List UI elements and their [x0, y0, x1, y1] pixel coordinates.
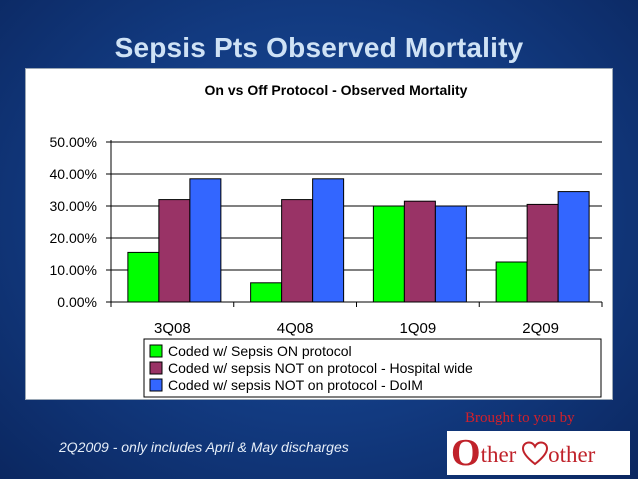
legend-label: Coded w/ Sepsis ON protocol [168, 343, 352, 359]
bars [128, 179, 589, 302]
other-mother-logo: Other other [447, 431, 630, 475]
x-tick-label: 3Q08 [154, 320, 191, 337]
chart-title: On vs Off Protocol - Observed Mortality [205, 82, 468, 98]
chart-panel: On vs Off Protocol - Observed Mortality … [25, 68, 613, 400]
y-tick-label: 0.00% [57, 294, 97, 310]
bar-1-4Q08 [251, 283, 282, 302]
bar-1-2Q09 [496, 262, 527, 302]
footnote: 2Q2009 - only includes April & May disch… [59, 439, 349, 455]
brought-by-text: Brought to you by [465, 410, 575, 427]
bar-chart: On vs Off Protocol - Observed Mortality … [26, 69, 612, 399]
bar-3-4Q08 [313, 179, 344, 302]
bar-1-1Q09 [373, 206, 404, 302]
y-axis-ticks: 0.00% 10.00% 20.00% 30.00% 40.00% 50.00% [50, 134, 111, 310]
bar-3-2Q09 [558, 192, 589, 302]
legend-swatch [150, 379, 162, 391]
logo-wordmark: Other other [451, 431, 595, 477]
legend-label: Coded w/ sepsis NOT on protocol - DoIM [168, 377, 423, 393]
x-tick-label: 1Q09 [400, 320, 437, 337]
x-tick-label: 2Q09 [522, 320, 559, 337]
heart-icon [522, 441, 548, 467]
bar-1-3Q08 [128, 252, 159, 302]
slide-title: Sepsis Pts Observed Mortality [0, 32, 638, 64]
x-axis-ticks: 3Q08 4Q08 1Q09 2Q09 [111, 302, 602, 337]
bar-3-1Q09 [435, 206, 466, 302]
y-tick-label: 50.00% [50, 134, 97, 150]
y-tick-label: 40.00% [50, 166, 97, 182]
bar-2-4Q08 [282, 200, 313, 302]
y-tick-label: 30.00% [50, 198, 97, 214]
legend-swatch [150, 362, 162, 374]
legend-label: Coded w/ sepsis NOT on protocol - Hospit… [168, 360, 473, 376]
bar-2-1Q09 [404, 201, 435, 302]
bar-2-2Q09 [527, 204, 558, 302]
legend-swatch [150, 345, 162, 357]
y-tick-label: 20.00% [50, 230, 97, 246]
bar-3-3Q08 [190, 179, 221, 302]
bar-2-3Q08 [159, 200, 190, 302]
y-tick-label: 10.00% [50, 262, 97, 278]
x-tick-label: 4Q08 [277, 320, 314, 337]
